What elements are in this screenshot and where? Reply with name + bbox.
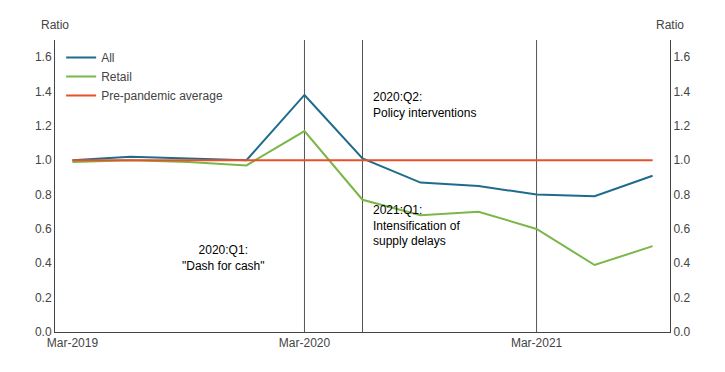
svg-text:1.2: 1.2 [35,119,52,133]
svg-text:0.2: 0.2 [35,291,52,305]
svg-text:1.2: 1.2 [673,119,690,133]
svg-text:0.4: 0.4 [673,256,690,270]
svg-text:0.0: 0.0 [35,325,52,339]
svg-text:0.8: 0.8 [35,188,52,202]
svg-text:2021:Q1:Intensification ofsupp: 2021:Q1:Intensification ofsupply delays [373,203,460,248]
svg-text:Pre-pandemic average: Pre-pandemic average [101,89,223,103]
svg-text:0.4: 0.4 [35,256,52,270]
svg-text:1.6: 1.6 [673,50,690,64]
svg-text:Ratio: Ratio [41,18,69,32]
svg-text:Retail: Retail [101,70,132,84]
svg-text:0.0: 0.0 [673,325,690,339]
svg-text:0.8: 0.8 [673,188,690,202]
svg-text:2020:Q2:Policy interventions: 2020:Q2:Policy interventions [373,90,476,120]
svg-text:Ratio: Ratio [656,18,684,32]
svg-text:Mar-2019: Mar-2019 [47,336,99,350]
svg-text:Mar-2020: Mar-2020 [279,336,331,350]
svg-text:1.0: 1.0 [673,153,690,167]
svg-text:1.4: 1.4 [673,85,690,99]
svg-text:All: All [101,51,114,65]
svg-text:0.6: 0.6 [673,222,690,236]
svg-text:0.6: 0.6 [35,222,52,236]
svg-text:1.0: 1.0 [35,153,52,167]
svg-text:2020:Q1:"Dash for cash": 2020:Q1:"Dash for cash" [182,243,265,273]
svg-text:0.2: 0.2 [673,291,690,305]
svg-text:1.6: 1.6 [35,50,52,64]
svg-text:1.4: 1.4 [35,85,52,99]
svg-text:Mar-2021: Mar-2021 [511,336,563,350]
